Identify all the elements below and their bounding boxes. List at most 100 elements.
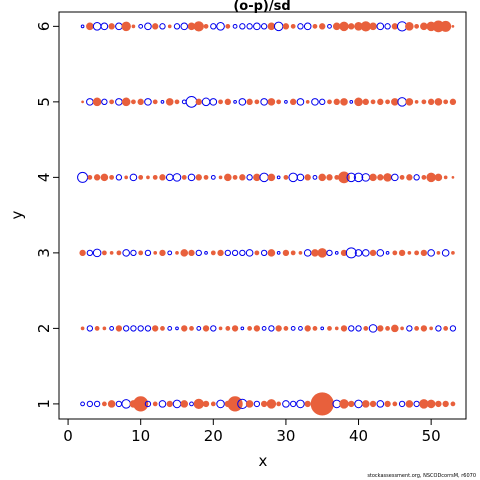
bubble xyxy=(240,326,245,331)
bubble xyxy=(172,173,182,182)
bubble xyxy=(260,400,268,408)
bubble xyxy=(259,172,269,183)
bubble xyxy=(225,23,231,29)
bubble xyxy=(218,175,223,180)
bubble xyxy=(267,173,276,182)
bubble xyxy=(77,171,89,183)
bubble xyxy=(81,100,84,104)
x-tick-label: 40 xyxy=(349,427,368,445)
bubble xyxy=(174,99,180,105)
bubble xyxy=(376,400,385,408)
bubble xyxy=(362,400,370,408)
y-tick-label: 6 xyxy=(35,22,53,32)
bubble xyxy=(80,24,85,29)
bubble xyxy=(144,249,152,257)
bubble xyxy=(159,174,166,181)
bubble xyxy=(146,175,150,180)
bubble xyxy=(377,325,384,332)
bubble xyxy=(109,99,115,105)
bubble xyxy=(131,24,136,29)
bubble xyxy=(246,23,253,30)
bubble xyxy=(349,100,354,104)
bubble xyxy=(369,249,377,257)
bubble xyxy=(216,22,225,31)
bubble xyxy=(122,249,130,257)
bubble xyxy=(385,325,390,331)
bubble xyxy=(92,97,102,107)
bubble xyxy=(414,100,419,104)
bubble xyxy=(159,23,166,30)
bubble xyxy=(115,325,123,332)
bubble xyxy=(246,174,253,181)
bubble xyxy=(210,325,217,332)
bubble xyxy=(443,99,449,105)
bubble xyxy=(398,249,406,257)
bubble xyxy=(354,97,363,107)
bubble xyxy=(290,250,296,256)
bubble xyxy=(144,98,152,106)
bubble xyxy=(384,23,391,30)
bubble xyxy=(121,21,131,32)
caption: stockassessment.org, NSCODcorrsM, r6070 xyxy=(367,473,476,479)
bubble xyxy=(80,326,85,331)
bubble xyxy=(224,98,232,106)
bubble xyxy=(107,400,116,408)
bubble xyxy=(275,325,282,332)
bubble xyxy=(218,326,223,331)
bubble xyxy=(101,250,107,256)
bubble xyxy=(172,399,182,409)
bubble xyxy=(391,324,399,333)
x-tick-label: 30 xyxy=(276,427,295,445)
bubble xyxy=(384,400,391,408)
bubble xyxy=(144,22,152,31)
bubble xyxy=(193,398,204,410)
bubble xyxy=(399,174,405,180)
bubble xyxy=(87,174,93,180)
bubble xyxy=(253,400,261,408)
bubble xyxy=(181,174,187,180)
bubble xyxy=(362,249,370,257)
bubble xyxy=(109,325,115,331)
bubble xyxy=(175,326,179,331)
bubble xyxy=(385,251,390,255)
bubble xyxy=(195,249,202,257)
x-axis-label: x xyxy=(259,452,268,470)
bubble xyxy=(413,174,420,181)
bubble xyxy=(180,249,189,257)
bubble xyxy=(167,24,172,29)
bubble xyxy=(138,250,144,256)
bubble xyxy=(267,22,276,31)
bubble xyxy=(115,400,123,408)
bubble xyxy=(167,325,173,331)
bubble xyxy=(436,251,441,255)
bubble xyxy=(109,251,114,255)
bubble xyxy=(217,249,224,257)
bubble xyxy=(354,399,363,409)
bubble xyxy=(254,99,260,105)
bubble xyxy=(420,249,428,257)
bubble xyxy=(144,400,152,408)
bubble xyxy=(304,400,311,408)
bubble xyxy=(115,98,123,106)
bubble xyxy=(397,97,407,107)
bubble xyxy=(427,249,435,257)
bubble xyxy=(109,174,115,180)
bubble xyxy=(435,400,442,408)
bubble xyxy=(311,98,319,106)
bubble xyxy=(189,325,194,331)
bubble xyxy=(115,174,123,181)
bubble xyxy=(86,98,94,106)
y-tick-label: 5 xyxy=(35,97,53,107)
bubble xyxy=(94,325,100,331)
bubble xyxy=(137,98,144,106)
bubble xyxy=(276,99,282,105)
bubble xyxy=(319,23,326,30)
bubble xyxy=(101,98,108,106)
bubble xyxy=(102,326,107,331)
bubble xyxy=(451,24,455,28)
bubble xyxy=(202,400,210,408)
bubble xyxy=(101,401,107,407)
bubble xyxy=(442,400,449,408)
x-tick-label: 50 xyxy=(422,427,441,445)
bubble xyxy=(353,172,364,183)
